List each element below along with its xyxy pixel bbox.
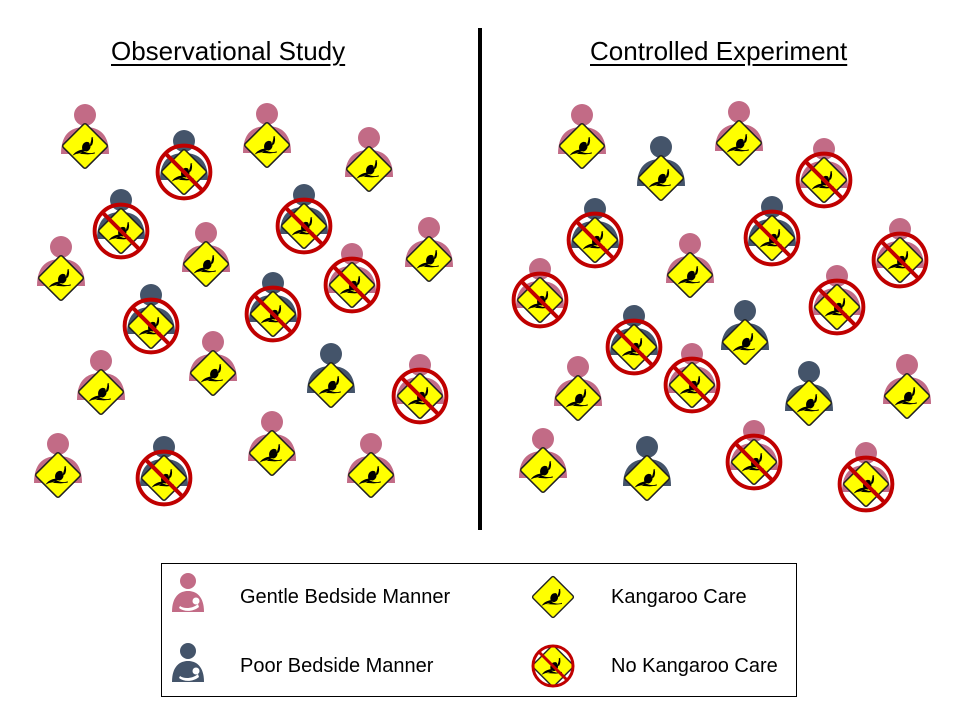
poor-person-no-kangaroo-care: [566, 198, 624, 269]
controlled-group: [511, 101, 931, 513]
person-head: [798, 361, 820, 383]
person-head: [728, 101, 750, 123]
gentle-person-no-kangaroo-care: [663, 343, 721, 414]
poor-person-kangaroo-care: [623, 436, 671, 501]
kangaroo-sign-icon: [38, 255, 84, 301]
legend-poor-label: Poor Bedside Manner: [240, 655, 434, 677]
poor-person-no-kangaroo-care: [244, 272, 302, 343]
person-head: [256, 103, 278, 125]
kangaroo-sign-icon: [555, 375, 601, 421]
person-head: [571, 104, 593, 126]
observational-group: [34, 103, 453, 507]
kangaroo-sign-icon: [559, 123, 605, 169]
kangaroo-sign-icon: [78, 369, 124, 415]
person-head: [195, 222, 217, 244]
poor-person-kangaroo-care: [637, 136, 685, 201]
gentle-person-no-kangaroo-care: [795, 138, 853, 209]
poor-person-kangaroo-care: [785, 361, 833, 426]
person-head: [261, 411, 283, 433]
person-head: [679, 233, 701, 255]
gentle-person-no-kangaroo-care: [391, 354, 449, 425]
kangaroo-sign-icon: [249, 430, 295, 476]
poor-person-no-kangaroo-care: [92, 189, 150, 260]
gentle-person-no-kangaroo-care: [871, 218, 929, 289]
person-head: [418, 217, 440, 239]
kangaroo-sign-icon: [35, 452, 81, 498]
gentle-person-kangaroo-care: [519, 428, 567, 493]
person-head: [320, 343, 342, 365]
poor-person-icon: [172, 643, 204, 682]
gentle-person-kangaroo-care: [34, 433, 82, 498]
gentle-person-kangaroo-care: [243, 103, 291, 168]
kangaroo-sign-icon: [520, 447, 566, 493]
person-head: [636, 436, 658, 458]
kangaroo-sign-icon: [183, 241, 229, 287]
gentle-person-kangaroo-care: [248, 411, 296, 476]
kangaroo-sign-icon: [884, 373, 930, 419]
kangaroo-sign-icon: [346, 146, 392, 192]
gentle-person-no-kangaroo-care: [511, 258, 569, 329]
legend-no-kangaroo-label: No Kangaroo Care: [611, 655, 778, 677]
gentle-person-kangaroo-care: [77, 350, 125, 415]
gentle-person-kangaroo-care: [554, 356, 602, 421]
kangaroo-sign-icon: [244, 122, 290, 168]
kangaroo-sign-icon: [406, 236, 452, 282]
person-head: [734, 300, 756, 322]
no-kangaroo-sign-icon: [528, 641, 578, 691]
person-head: [896, 354, 918, 376]
poor-person-no-kangaroo-care: [155, 130, 213, 201]
gentle-person-kangaroo-care: [37, 236, 85, 301]
person-head: [90, 350, 112, 372]
panel-divider: [478, 28, 482, 530]
gentle-person-kangaroo-care: [883, 354, 931, 419]
person-head: [50, 236, 72, 258]
person-head: [202, 331, 224, 353]
person-head: [47, 433, 69, 455]
legend-gentle-label: Gentle Bedside Manner: [240, 586, 451, 608]
kangaroo-sign-icon: [190, 350, 236, 396]
gentle-person-kangaroo-care: [558, 104, 606, 169]
gentle-person-icon: [172, 573, 204, 612]
gentle-person-kangaroo-care: [345, 127, 393, 192]
person-head: [360, 433, 382, 455]
poor-person-no-kangaroo-care: [135, 436, 193, 507]
gentle-person-kangaroo-care: [405, 217, 453, 282]
gentle-person-kangaroo-care: [715, 101, 763, 166]
kangaroo-sign-icon: [624, 455, 670, 501]
kangaroo-sign-icon: [716, 120, 762, 166]
poor-person-no-kangaroo-care: [275, 184, 333, 255]
kangaroo-sign-icon: [786, 380, 832, 426]
gentle-person-no-kangaroo-care: [725, 420, 783, 491]
gentle-person-kangaroo-care: [61, 104, 109, 169]
person-head: [74, 104, 96, 126]
observational-study-title: Observational Study: [111, 36, 346, 66]
controlled-experiment-title: Controlled Experiment: [590, 36, 848, 66]
kangaroo-sign-icon: [638, 155, 684, 201]
gentle-person-no-kangaroo-care: [323, 243, 381, 314]
kangaroo-sign-icon: [308, 362, 354, 408]
gentle-person-no-kangaroo-care: [808, 265, 866, 336]
gentle-person-kangaroo-care: [347, 433, 395, 498]
poor-person-no-kangaroo-care: [743, 196, 801, 267]
person-head: [650, 136, 672, 158]
person-head: [532, 428, 554, 450]
legend-kangaroo-label: Kangaroo Care: [611, 586, 747, 608]
person-head: [358, 127, 380, 149]
legend: Gentle Bedside Manner Poor Bedside Manne…: [161, 563, 797, 697]
population-scene: [34, 101, 931, 513]
poor-person-kangaroo-care: [307, 343, 355, 408]
kangaroo-sign-icon: [722, 319, 768, 365]
gentle-person-kangaroo-care: [189, 331, 237, 396]
kangaroo-sign-icon: [62, 123, 108, 169]
kangaroo-sign-icon: [528, 572, 578, 622]
kangaroo-sign-icon: [667, 252, 713, 298]
kangaroo-sign-icon: [348, 452, 394, 498]
poor-person-no-kangaroo-care: [122, 284, 180, 355]
poor-person-kangaroo-care: [721, 300, 769, 365]
gentle-person-no-kangaroo-care: [837, 442, 895, 513]
person-head: [567, 356, 589, 378]
gentle-person-kangaroo-care: [182, 222, 230, 287]
poor-person-no-kangaroo-care: [605, 305, 663, 376]
gentle-person-kangaroo-care: [666, 233, 714, 298]
